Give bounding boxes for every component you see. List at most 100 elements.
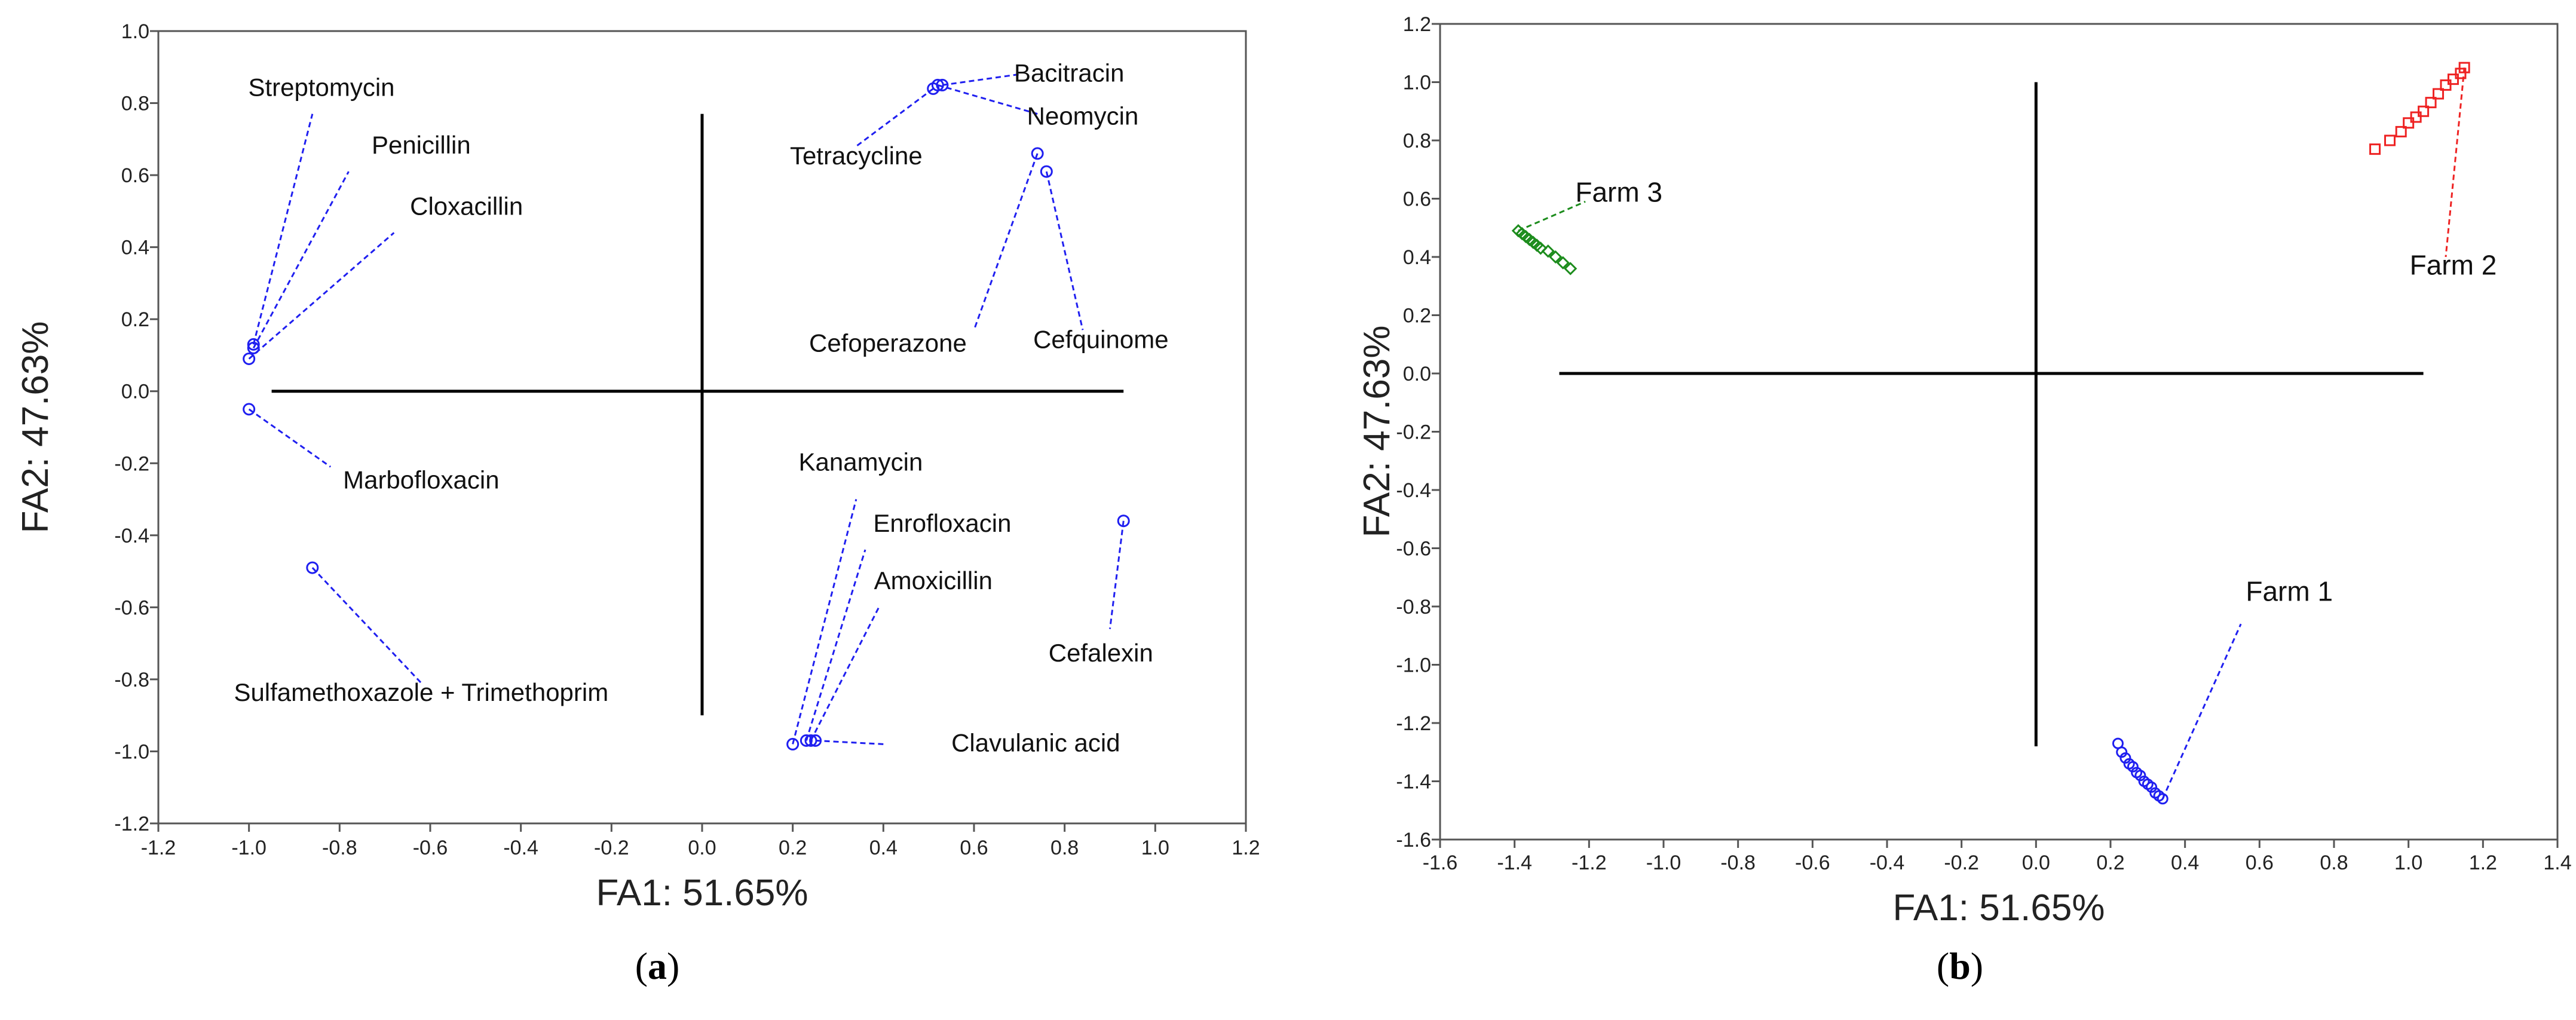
plot-frame (1439, 23, 2559, 841)
y-tick-label: -0.2 (1396, 421, 1431, 444)
leader-line (805, 549, 866, 741)
point-label: Enrofloxacin (873, 509, 1011, 537)
y-tick-label: 0.2 (1403, 305, 1431, 327)
data-point (247, 338, 260, 351)
chart-panel-b: -1.6 -1.4 -1.2 -1.0 -0.8 -0.6 -0.4 -0.2 0.0 0.2 0.… (1356, 13, 2572, 929)
y-tick-label: -0.8 (114, 669, 149, 691)
y-tick-label: 0.6 (121, 164, 149, 187)
x-tick-label: 1.2 (2469, 851, 2497, 874)
x-tick-label: 1.2 (1232, 837, 1260, 859)
point-label: Penicillin (372, 131, 471, 159)
data-point (1534, 241, 1548, 255)
x-tick-label: -1.2 (1572, 851, 1607, 874)
data-point (2134, 770, 2146, 782)
data-point (1549, 250, 1563, 264)
y-tick-label: -0.6 (114, 596, 149, 619)
point-label: Cefquinome (1033, 325, 1168, 353)
caption-b: (b) (1936, 945, 1984, 987)
y-tick-label: 1.2 (1403, 13, 1431, 36)
data-point (1031, 147, 1044, 160)
y-tick-label: 0.2 (121, 308, 149, 331)
data-point (1556, 256, 1570, 269)
data-point (2455, 68, 2467, 79)
data-point (2384, 134, 2396, 146)
y-tick-label: 0.4 (1403, 246, 1431, 269)
data-point (2440, 79, 2452, 91)
x-tick-label: 0.8 (2320, 851, 2348, 874)
y-tick-label: -1.6 (1396, 829, 1431, 851)
x-tick-label: -0.2 (1944, 851, 1979, 874)
y-tick-label: 0.8 (1403, 130, 1431, 152)
y-tick-label: -1.2 (1396, 712, 1431, 735)
leader-line (810, 607, 880, 742)
data-point (2146, 781, 2158, 793)
data-point (243, 352, 256, 365)
leader-line (2161, 623, 2242, 800)
point-label: Cefalexin (1049, 639, 1153, 667)
series-label: Farm 3 (1575, 176, 1662, 207)
point-label: Amoxicillin (874, 566, 993, 595)
y-tick-label: -0.8 (1396, 596, 1431, 618)
x-tick-label: -0.8 (322, 837, 357, 859)
x-tick-label: 0.2 (779, 837, 807, 859)
data-point (2116, 746, 2128, 758)
x-tick-label: 1.0 (1141, 837, 1169, 859)
point-label: Tetracycline (790, 142, 923, 170)
y-tick-label: 1.0 (121, 20, 149, 43)
y-tick-label: 0.0 (1403, 363, 1431, 385)
leader-line (792, 499, 857, 745)
point-label: Cefoperazone (809, 329, 967, 357)
data-point (2433, 88, 2445, 100)
data-point (306, 561, 319, 574)
point-label: Streptomycin (248, 73, 394, 101)
x-tick-label: 0.8 (1050, 837, 1079, 859)
x-tick-label: -0.6 (1795, 851, 1830, 874)
y-tick-label: 1.0 (1403, 72, 1431, 94)
leader-line (855, 88, 934, 148)
x-tick-label: -1.0 (231, 837, 267, 859)
leader-line (248, 408, 332, 468)
leader-line (937, 84, 1038, 115)
x-tick-label: -1.0 (1646, 851, 1681, 874)
series-label: Farm 2 (2410, 249, 2497, 280)
y-axis-title: FA2: 47.63% (1356, 325, 1398, 537)
y-axis-title: FA2: 47.63% (15, 321, 56, 533)
y-tick-label: -0.4 (114, 525, 149, 547)
x-tick-label: 1.0 (2394, 851, 2422, 874)
y-tick-label: -0.4 (1396, 479, 1431, 502)
data-point (2403, 117, 2415, 129)
data-point (1040, 165, 1053, 178)
leader-line (252, 114, 314, 345)
data-point (2458, 62, 2470, 73)
x-tick-label: -0.8 (1720, 851, 1756, 874)
data-point (2127, 761, 2139, 773)
y-tick-label: 0.6 (1403, 188, 1431, 211)
y-tick-label: -0.2 (114, 452, 149, 475)
leader-line (311, 567, 422, 684)
x-tick-label: -1.6 (1423, 851, 1458, 874)
point-label: Sulfamethoxazole + Trimethoprim (234, 678, 608, 706)
data-point (2447, 73, 2459, 85)
x-tick-label: -1.2 (141, 837, 176, 859)
y-tick-label: -1.0 (114, 740, 149, 763)
y-tick-label: 0.4 (121, 237, 149, 259)
leader-line (1109, 520, 1125, 629)
x-tick-label: 0.6 (960, 837, 988, 859)
data-point (2418, 105, 2430, 117)
x-tick-label: 1.4 (2543, 851, 2571, 874)
point-label: Bacitracin (1014, 59, 1124, 87)
data-point (2395, 125, 2407, 137)
x-tick-label: -0.2 (594, 837, 629, 859)
point-label: Marbofloxacin (343, 465, 499, 494)
x-tick-label: 0.0 (688, 837, 716, 859)
x-tick-label: -0.6 (413, 837, 448, 859)
x-tick-label: 0.0 (2022, 851, 2050, 874)
y-tick-label: -0.6 (1396, 538, 1431, 560)
leader-line (973, 153, 1039, 330)
point-label: Kanamycin (799, 448, 923, 476)
x-tick-label: -0.4 (1870, 851, 1905, 874)
leader-line (252, 171, 350, 349)
data-point (2119, 752, 2131, 764)
point-label: Neomycin (1027, 102, 1139, 130)
y-tick-label: 0.0 (121, 381, 149, 403)
